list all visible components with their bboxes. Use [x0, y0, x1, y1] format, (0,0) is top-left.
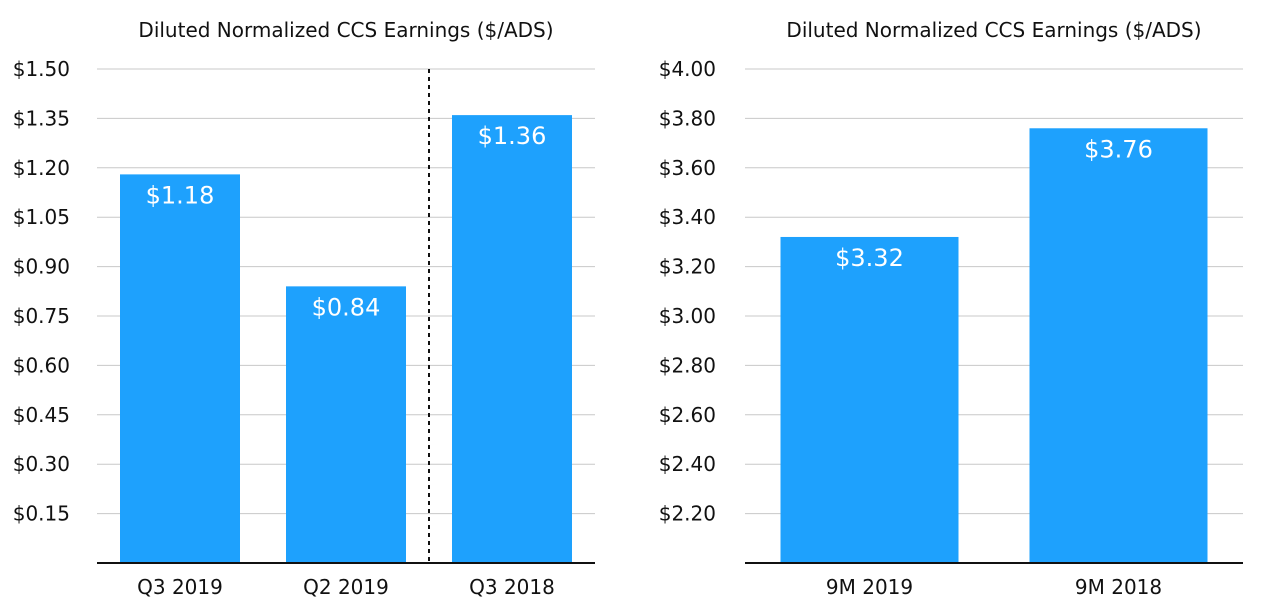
x-tick-label: Q3 2019	[137, 575, 223, 599]
x-tick-label: 9M 2019	[826, 575, 913, 599]
chart-nine-month-earnings: Diluted Normalized CCS Earnings ($/ADS) …	[659, 18, 1243, 599]
y-tick-label: $1.20	[13, 156, 70, 180]
x-tick-label: 9M 2018	[1075, 575, 1162, 599]
y-tick-label: $0.90	[13, 255, 70, 279]
data-label: $1.36	[478, 122, 547, 150]
bar	[780, 236, 959, 563]
y-tick-label: $2.40	[659, 452, 716, 476]
y-tick-label: $3.00	[659, 304, 716, 328]
y-tick-label: $3.80	[659, 106, 716, 130]
y-tick-label: $3.40	[659, 205, 716, 229]
y-tick-label: $0.75	[13, 304, 70, 328]
y-tick-label: $0.60	[13, 353, 70, 377]
data-label: $1.18	[146, 181, 215, 209]
y-tick-label: $0.30	[13, 452, 70, 476]
data-label: $3.76	[1084, 135, 1153, 163]
y-tick-label: $2.60	[659, 403, 716, 427]
data-label: $3.32	[835, 244, 904, 272]
y-tick-label: $1.05	[13, 205, 70, 229]
chart-title: Diluted Normalized CCS Earnings ($/ADS)	[786, 18, 1201, 42]
y-tick-label: $2.20	[659, 502, 716, 526]
y-tick-label: $0.45	[13, 403, 70, 427]
bar	[452, 115, 572, 564]
bar	[120, 174, 240, 564]
bar	[286, 286, 406, 563]
chart-quarterly-earnings: Diluted Normalized CCS Earnings ($/ADS) …	[13, 18, 595, 599]
y-tick-label: $3.20	[659, 255, 716, 279]
y-tick-label: $0.15	[13, 502, 70, 526]
data-label: $0.84	[312, 293, 381, 321]
bar	[1029, 128, 1208, 563]
x-tick-label: Q3 2018	[469, 575, 555, 599]
y-tick-label: $3.60	[659, 156, 716, 180]
y-tick-label: $1.50	[13, 57, 70, 81]
y-tick-label: $1.35	[13, 106, 70, 130]
x-tick-label: Q2 2019	[303, 575, 389, 599]
chart-title: Diluted Normalized CCS Earnings ($/ADS)	[138, 18, 553, 42]
y-tick-label: $4.00	[659, 57, 716, 81]
y-tick-label: $2.80	[659, 353, 716, 377]
